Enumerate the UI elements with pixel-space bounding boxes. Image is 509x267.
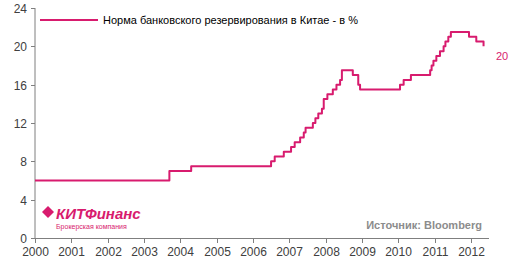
y-tick [31,200,35,201]
x-tick-label: 2011 [423,245,449,259]
x-tick-label: 2003 [131,245,158,259]
x-tick-label: 2006 [240,245,267,259]
y-tick [31,85,35,86]
x-tick [289,238,290,243]
y-tick-label: 0 [20,232,27,246]
end-label: 20 [496,50,508,62]
x-tick-label: 2007 [276,245,303,259]
chart: 0 4 8 12 16 20 24 2000 2001 2002 2003 2004 2005 2006 2… [0,0,509,267]
y-tick-label: 16 [14,79,28,93]
x-tick-label: 2000 [22,245,49,259]
x-tick-label: 2005 [204,245,231,259]
x-tick [435,238,436,243]
logo-subtitle: Брокерская компания [56,223,127,231]
x-tick [253,238,254,243]
x-tick [326,238,327,243]
x-tick-label: 2010 [385,245,412,259]
x-tick-label: 2001 [58,245,85,259]
logo: КИТФинанс [56,205,141,222]
x-tick [398,238,399,243]
y-tick [31,46,35,47]
y-tick [31,123,35,124]
x-tick [144,238,145,243]
x-tick [217,238,218,243]
x-tick [35,238,36,243]
y-tick [31,8,35,9]
x-tick [471,238,472,243]
series-line [35,32,484,181]
y-tick-label: 4 [20,194,27,208]
x-tick [71,238,72,243]
x-tick [108,238,109,243]
x-tick-label: 2002 [95,245,122,259]
x-tick-label: 2009 [349,245,376,259]
x-tick [180,238,181,243]
plot-area [35,32,484,181]
x-axis [35,238,489,239]
legend-label: Норма банковского резервирования в Китае… [103,14,358,26]
y-tick-label: 20 [14,40,28,54]
x-tick-label: 2012 [458,245,485,259]
source: Источник: Bloomberg [366,219,482,231]
x-tick-label: 2008 [313,245,340,259]
x-tick [362,238,363,243]
legend-swatch [40,19,98,21]
logo-mark [42,206,54,218]
x-tick-label: 2004 [167,245,194,259]
y-tick [31,238,35,239]
y-tick-label: 24 [14,2,28,16]
y-tick-label: 12 [14,117,28,131]
y-tick [31,161,35,162]
y-tick-label: 8 [20,155,27,169]
